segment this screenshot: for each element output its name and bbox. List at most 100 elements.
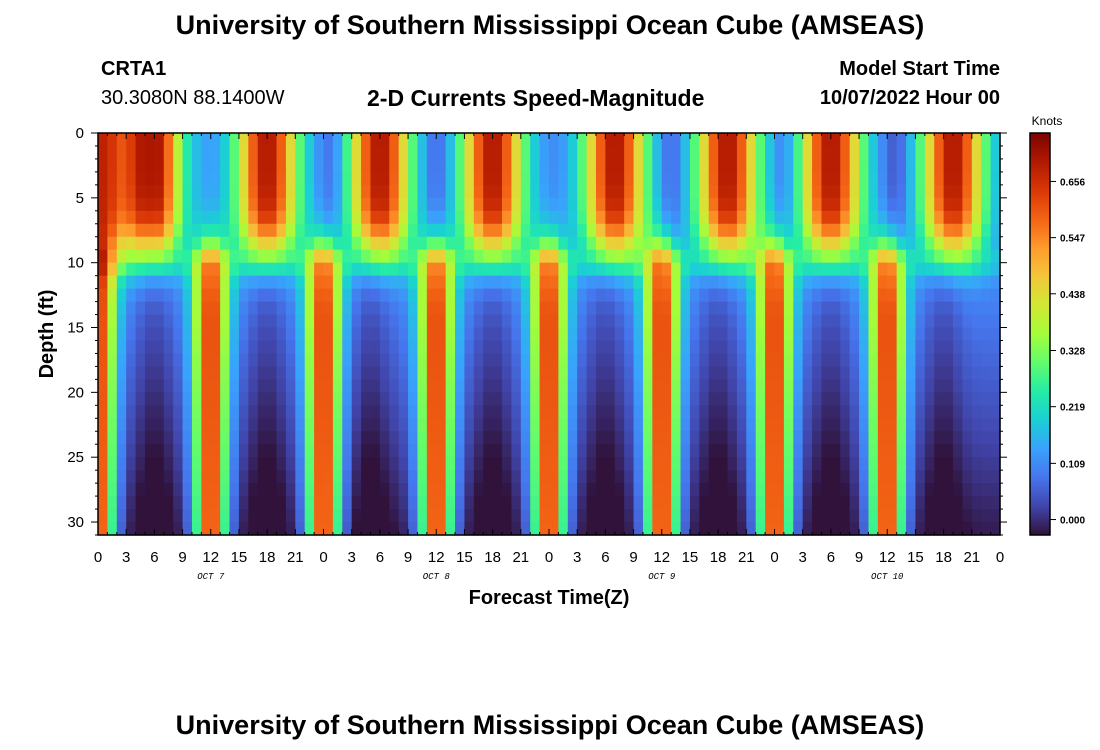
- heatmap-cell: [511, 301, 522, 316]
- heatmap-cell: [173, 483, 184, 497]
- heatmap-cell: [661, 133, 672, 147]
- heatmap-cell: [830, 340, 841, 355]
- heatmap-cell: [614, 483, 625, 497]
- heatmap-cell: [417, 327, 428, 342]
- heatmap-cell: [436, 262, 447, 277]
- heatmap-cell: [896, 275, 907, 290]
- heatmap-cell: [642, 496, 653, 510]
- x-tick-label: 3: [799, 549, 807, 566]
- heatmap-cell: [624, 457, 635, 471]
- heatmap-cell: [126, 249, 137, 264]
- heatmap-cell: [426, 444, 437, 458]
- heatmap-cell: [934, 236, 945, 251]
- heatmap-cell: [755, 483, 766, 497]
- heatmap-cell: [567, 197, 578, 212]
- heatmap-cell: [868, 262, 879, 277]
- heatmap-cell: [285, 288, 296, 303]
- heatmap-cell: [238, 340, 249, 355]
- heatmap-cell: [774, 275, 785, 290]
- heatmap-cell: [379, 444, 390, 458]
- heatmap-cell: [483, 314, 494, 329]
- heatmap-cell: [680, 509, 691, 523]
- heatmap-cell: [389, 353, 400, 368]
- heatmap-cell: [821, 262, 832, 277]
- heatmap-cell: [962, 223, 973, 238]
- heatmap-cell: [642, 314, 653, 329]
- heatmap-cell: [915, 509, 926, 523]
- heatmap-cell: [680, 470, 691, 484]
- heatmap-cell: [689, 483, 700, 497]
- heatmap-cell: [793, 418, 804, 432]
- heatmap-cell: [304, 197, 315, 212]
- heatmap-cell: [840, 340, 851, 355]
- heatmap-cell: [586, 405, 597, 419]
- heatmap-cell: [849, 457, 860, 471]
- heatmap-cell: [934, 353, 945, 368]
- heatmap-cell: [107, 444, 118, 458]
- heatmap-cell: [492, 171, 503, 186]
- heatmap-cell: [558, 340, 569, 355]
- heatmap-cell: [332, 496, 343, 510]
- heatmap-cell: [699, 353, 710, 368]
- heatmap-cell: [567, 171, 578, 186]
- heatmap-cell: [962, 392, 973, 406]
- heatmap-cell: [201, 197, 212, 212]
- heatmap-cell: [257, 133, 268, 147]
- heatmap-cell: [248, 457, 259, 471]
- heatmap-cell: [539, 431, 550, 445]
- heatmap-cell: [304, 314, 315, 329]
- heatmap-cell: [229, 275, 240, 290]
- colorbar-tick-label: 0.000: [1060, 516, 1085, 527]
- heatmap-cell: [323, 301, 334, 316]
- heatmap-cell: [361, 288, 372, 303]
- heatmap-cell: [642, 509, 653, 523]
- heatmap-cell: [661, 470, 672, 484]
- heatmap-cell: [736, 184, 747, 199]
- heatmap-cell: [558, 431, 569, 445]
- heatmap-cell: [408, 158, 419, 173]
- heatmap-cell: [943, 392, 954, 406]
- heatmap-cell: [445, 236, 456, 251]
- heatmap-cell: [802, 145, 813, 160]
- heatmap-cell: [408, 496, 419, 510]
- heatmap-cell: [351, 470, 362, 484]
- heatmap-cell: [633, 327, 644, 342]
- heatmap-cell: [455, 522, 466, 536]
- heatmap-cell: [323, 197, 334, 212]
- heatmap-cell: [539, 392, 550, 406]
- heatmap-cell: [539, 509, 550, 523]
- heatmap-cell: [652, 509, 663, 523]
- heatmap-cell: [906, 236, 917, 251]
- heatmap-cell: [408, 275, 419, 290]
- heatmap-cell: [727, 470, 738, 484]
- colorbar: [1029, 132, 1051, 536]
- heatmap-cell: [426, 340, 437, 355]
- heatmap-cell: [98, 470, 108, 484]
- heatmap-cell: [783, 158, 794, 173]
- heatmap-cell: [699, 249, 710, 264]
- heatmap-cell: [793, 522, 804, 536]
- heatmap-cell: [953, 340, 964, 355]
- heatmap-cell: [746, 405, 757, 419]
- heatmap-cell: [417, 496, 428, 510]
- heatmap-cell: [304, 145, 315, 160]
- heatmap-cell: [887, 483, 898, 497]
- heatmap-cell: [455, 314, 466, 329]
- heatmap-cell: [520, 133, 531, 147]
- heatmap-cell: [962, 133, 973, 147]
- heatmap-cell: [718, 340, 729, 355]
- heatmap-cell: [981, 145, 992, 160]
- heatmap-cell: [642, 262, 653, 277]
- heatmap-cell: [840, 301, 851, 316]
- heatmap-cell: [295, 288, 306, 303]
- heatmap-cell: [417, 301, 428, 316]
- heatmap-cell: [398, 327, 409, 342]
- heatmap-cell: [511, 158, 522, 173]
- heatmap-cell: [492, 210, 503, 225]
- heatmap-cell: [868, 405, 879, 419]
- heatmap-cell: [595, 210, 606, 225]
- heatmap-cell: [802, 262, 813, 277]
- heatmap-cell: [473, 483, 484, 497]
- heatmap-cell: [342, 133, 353, 147]
- heatmap-cell: [783, 145, 794, 160]
